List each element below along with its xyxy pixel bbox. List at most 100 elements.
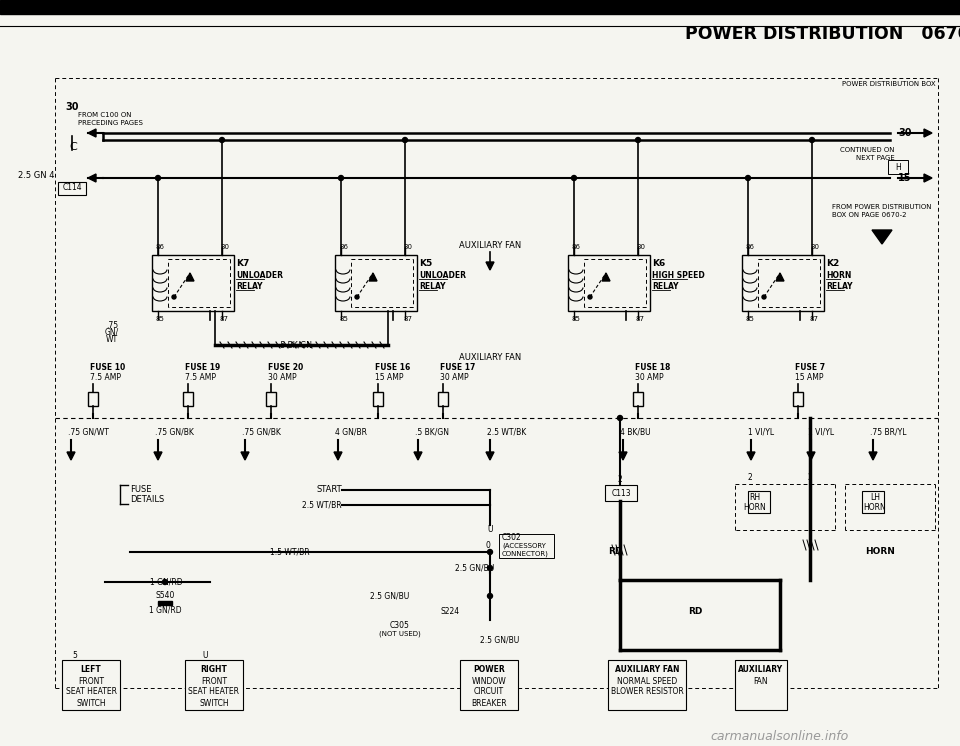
Bar (608, 660, 686, 710)
Text: RELAY: RELAY (419, 282, 445, 291)
Polygon shape (186, 273, 194, 281)
Text: 1 VI/YL: 1 VI/YL (808, 427, 834, 436)
Text: HIGH SPEED: HIGH SPEED (652, 271, 705, 280)
Text: HORN: HORN (744, 504, 766, 513)
Text: 30: 30 (898, 128, 911, 138)
Text: AUXILIARY FAN: AUXILIARY FAN (614, 665, 680, 674)
Text: WT: WT (106, 334, 118, 343)
Text: (NOT USED): (NOT USED) (379, 631, 420, 637)
Polygon shape (872, 230, 892, 244)
Text: GN/: GN/ (105, 327, 119, 336)
Bar (605, 485, 637, 501)
Text: POWER: POWER (473, 665, 505, 674)
Text: C305: C305 (390, 621, 410, 630)
Text: C114: C114 (62, 184, 82, 192)
Text: CIRCUIT: CIRCUIT (474, 688, 504, 697)
Text: 5: 5 (73, 651, 78, 660)
Text: 1 VI/YL: 1 VI/YL (748, 427, 774, 436)
Text: 30: 30 (220, 244, 229, 250)
Circle shape (220, 137, 225, 142)
Text: U: U (488, 525, 492, 534)
Bar (888, 160, 908, 174)
Text: LH: LH (870, 494, 880, 503)
Text: RIGHT: RIGHT (201, 665, 228, 674)
Text: S540: S540 (156, 592, 175, 601)
Text: FUSE 7: FUSE 7 (795, 363, 826, 372)
Polygon shape (486, 452, 494, 460)
Polygon shape (807, 452, 815, 460)
Bar (633, 392, 643, 406)
Circle shape (355, 295, 359, 299)
Polygon shape (619, 452, 627, 460)
Text: NORMAL SPEED: NORMAL SPEED (617, 677, 677, 686)
Text: AUXILIARY FAN: AUXILIARY FAN (459, 240, 521, 249)
Text: PRECEDING PAGES: PRECEDING PAGES (78, 120, 143, 126)
Text: NEXT PAGE: NEXT PAGE (856, 155, 895, 161)
Text: FUSE 19: FUSE 19 (185, 363, 220, 372)
Text: .75 BR/YL: .75 BR/YL (870, 427, 906, 436)
Text: 30 AMP: 30 AMP (268, 372, 297, 381)
Text: K6: K6 (652, 259, 665, 268)
Bar (748, 491, 770, 513)
Text: 7.5 AMP: 7.5 AMP (185, 372, 216, 381)
Text: C302: C302 (502, 533, 521, 542)
Polygon shape (486, 262, 494, 270)
Polygon shape (369, 273, 377, 281)
Circle shape (636, 137, 640, 142)
Circle shape (746, 175, 751, 181)
Text: 30: 30 (810, 244, 819, 250)
Text: FUSE 10: FUSE 10 (90, 363, 125, 372)
Bar (185, 660, 243, 710)
Polygon shape (776, 273, 784, 281)
Bar (438, 392, 448, 406)
Text: 2.5 WT/BK: 2.5 WT/BK (487, 427, 526, 436)
Text: RH: RH (750, 494, 760, 503)
Text: BLOWER RESISTOR: BLOWER RESISTOR (611, 688, 684, 697)
Text: .75 GN/WT: .75 GN/WT (68, 427, 108, 436)
Text: 87: 87 (636, 316, 645, 322)
Circle shape (809, 137, 814, 142)
Polygon shape (88, 174, 96, 182)
Text: 1 GN/RD: 1 GN/RD (149, 606, 181, 615)
Text: RD: RD (687, 607, 702, 616)
Text: HORN: HORN (826, 271, 852, 280)
Circle shape (488, 594, 492, 598)
Circle shape (402, 137, 407, 142)
Circle shape (162, 580, 167, 585)
Text: FUSE 18: FUSE 18 (635, 363, 670, 372)
Text: 4 GN/BR: 4 GN/BR (335, 427, 367, 436)
Text: 2.5 GN 4: 2.5 GN 4 (18, 171, 55, 180)
Text: 87: 87 (810, 316, 819, 322)
Bar (460, 660, 518, 710)
Text: 1.5 WT/BR: 1.5 WT/BR (270, 548, 310, 557)
Text: FRONT: FRONT (201, 677, 227, 686)
Text: .75: .75 (106, 321, 118, 330)
Polygon shape (924, 129, 932, 137)
Text: 30: 30 (636, 244, 645, 250)
Text: SEAT HEATER: SEAT HEATER (188, 688, 239, 697)
Polygon shape (67, 452, 75, 460)
Text: 2.5 GN/BU: 2.5 GN/BU (480, 636, 519, 645)
Text: HORN: HORN (865, 548, 895, 557)
Text: 86: 86 (156, 244, 165, 250)
Polygon shape (88, 129, 96, 137)
Polygon shape (154, 452, 162, 460)
Polygon shape (241, 452, 249, 460)
Text: CONTINUED ON: CONTINUED ON (841, 147, 895, 153)
Bar (266, 392, 276, 406)
Text: K7: K7 (236, 259, 250, 268)
Text: 30 AMP: 30 AMP (440, 372, 468, 381)
Text: CONNECTOR): CONNECTOR) (502, 551, 549, 557)
Text: RD: RD (608, 548, 622, 557)
Bar (742, 255, 824, 311)
Text: 4 BK/BU: 4 BK/BU (620, 427, 651, 436)
Bar (373, 392, 383, 406)
Polygon shape (869, 452, 877, 460)
Text: SWITCH: SWITCH (199, 698, 228, 707)
Text: K2: K2 (826, 259, 839, 268)
Text: 1 GN/RD: 1 GN/RD (150, 577, 182, 586)
Text: LEFT: LEFT (81, 665, 102, 674)
Text: RELAY: RELAY (236, 282, 262, 291)
Polygon shape (602, 273, 610, 281)
Text: UNLOADER: UNLOADER (236, 271, 283, 280)
